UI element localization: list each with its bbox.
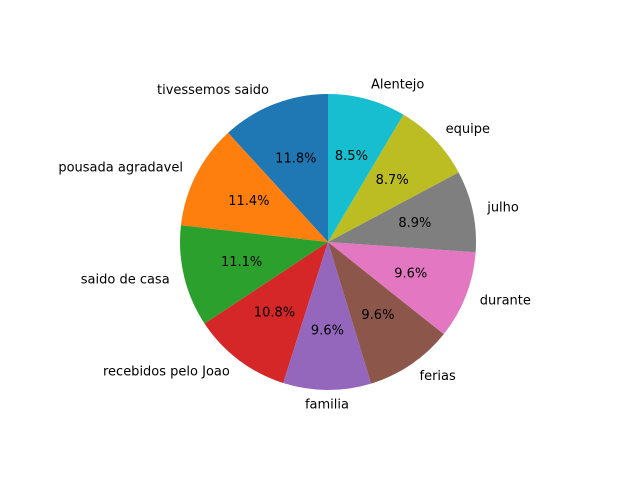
- slice-label-9: Alentejo: [371, 77, 424, 92]
- slice-label-2: saido de casa: [81, 273, 170, 288]
- slice-label-7: julho: [486, 200, 519, 215]
- slice-label-4: familia: [305, 397, 349, 412]
- pie-slice-3: [204, 242, 328, 384]
- pct-label-5: 9.6%: [361, 308, 394, 323]
- labels-layer: 11.8% tivessemos saido 11.4% pousada agrada…: [58, 77, 531, 412]
- pct-label-9: 8.5%: [335, 149, 368, 164]
- pie-slice-5: [328, 242, 444, 384]
- pct-label-7: 8.9%: [398, 216, 431, 231]
- pct-label-6: 9.6%: [394, 267, 427, 282]
- pct-label-8: 8.7%: [376, 173, 409, 188]
- pct-label-3: 10.8%: [254, 305, 295, 320]
- slice-label-5: ferias: [420, 369, 456, 384]
- slice-label-8: equipe: [446, 122, 490, 137]
- pie-slice-7: [328, 172, 476, 253]
- slice-label-0: tivessemos saido: [157, 83, 269, 98]
- pct-label-2: 11.1%: [221, 255, 262, 270]
- pct-label-1: 11.4%: [228, 194, 269, 209]
- pct-label-0: 11.8%: [275, 152, 316, 167]
- slice-label-1: pousada agradavel: [58, 161, 183, 176]
- slice-label-3: recebidos pelo Joao: [103, 364, 230, 379]
- pie-slice-0: [228, 94, 328, 242]
- pie-slice-9: [328, 94, 404, 242]
- pct-label-4: 9.6%: [311, 323, 344, 338]
- slices-layer: [180, 94, 476, 391]
- pie-slice-1: [180, 132, 328, 242]
- pie-slice-8: [328, 114, 459, 242]
- pie-slice-6: [328, 242, 476, 335]
- pie-slice-4: [283, 242, 372, 391]
- slice-label-6: durante: [480, 293, 531, 308]
- pie-slice-2: [180, 225, 328, 324]
